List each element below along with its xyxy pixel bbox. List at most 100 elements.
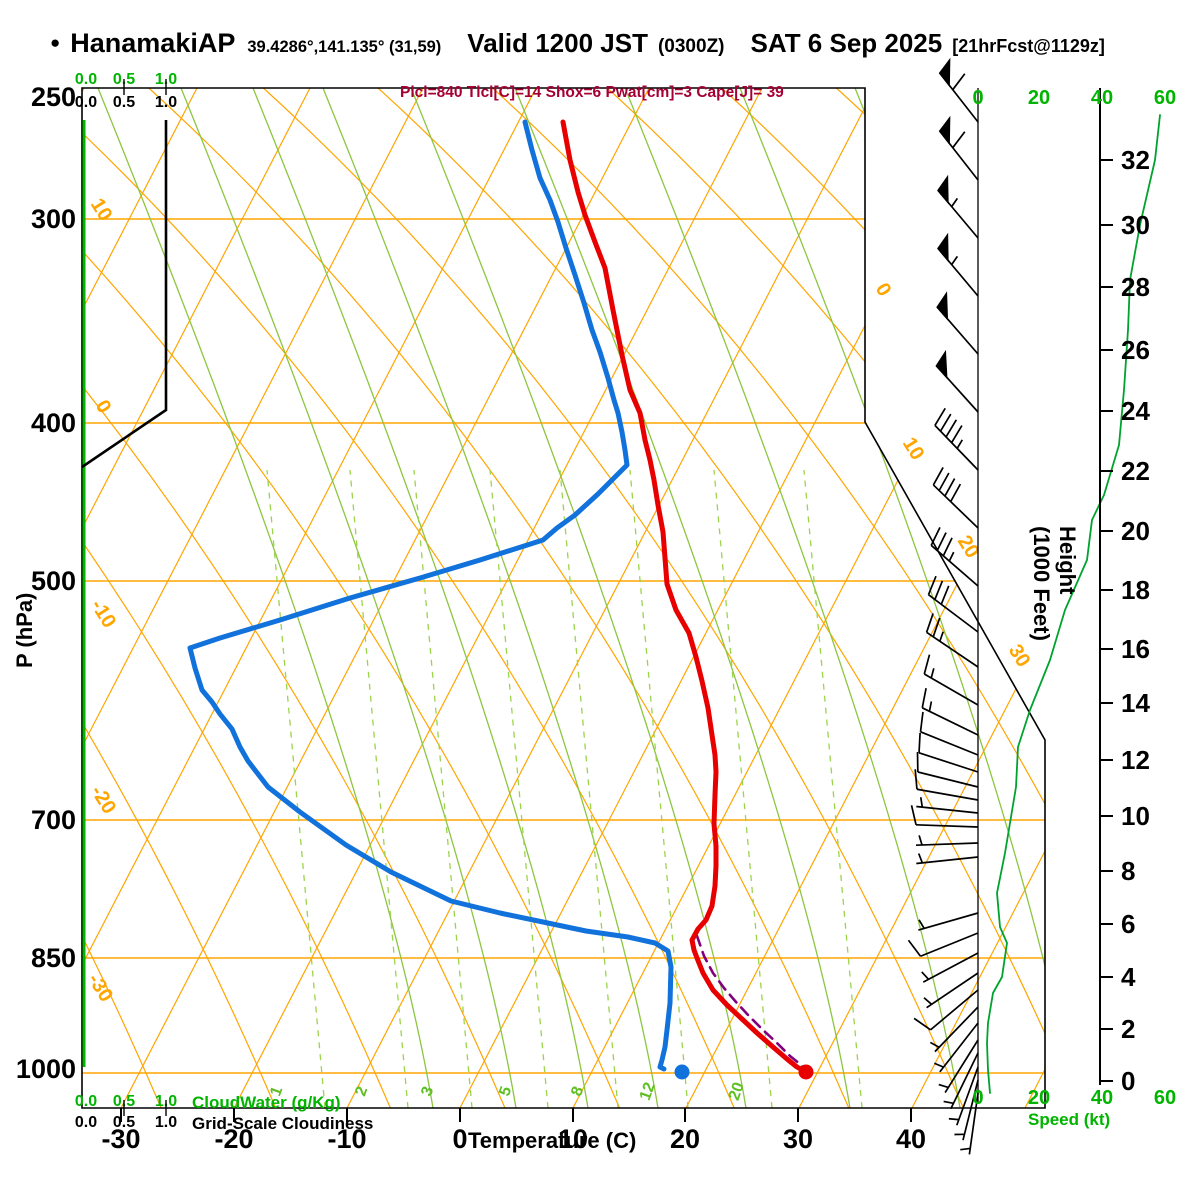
wind-barb — [916, 853, 979, 865]
height-tick-label: 10 — [1121, 801, 1150, 831]
plot-boundary — [81, 87, 1046, 1109]
wind-barb — [938, 115, 979, 181]
temperature-tick-label: -30 — [101, 1124, 140, 1154]
wind-barb — [921, 952, 979, 983]
wind-barb-staff — [918, 752, 979, 773]
wind-barb-half-feather — [918, 919, 925, 929]
height-tick-label: 18 — [1121, 575, 1150, 605]
height-tick-label: 16 — [1121, 634, 1150, 664]
mixing-ratio-line — [266, 469, 326, 1108]
cloudiness-scale-row-value-bottom: 0.0 — [75, 1114, 97, 1131]
wind-barb — [923, 972, 979, 1009]
wind-barb-staff — [923, 673, 979, 706]
wind-barb-full-feather — [939, 413, 952, 432]
mixing-ratio-line — [713, 469, 773, 1108]
wind-barb-half-feather — [919, 797, 924, 808]
cloudiness-scale-label: Grid-Scale Cloudiness — [192, 1114, 374, 1133]
wind-barb — [916, 835, 979, 847]
wind-barb-half-feather — [918, 835, 923, 846]
cloudwater-scale-row: 0.00.00.50.51.01.0 — [75, 71, 177, 1110]
isotherm-value-label: -20 — [86, 782, 120, 818]
wind-barb-staff — [918, 912, 979, 931]
height-tick-label: 32 — [1121, 145, 1150, 175]
isotherm-line — [346, 88, 876, 1108]
wind-barb-half-feather — [917, 853, 924, 864]
wind-barb-full-feather — [940, 585, 950, 605]
isotherm-line — [82, 88, 311, 1108]
wind-barb-half-feather — [928, 701, 933, 712]
mixing-ratio-value-label: 12 — [637, 1080, 659, 1103]
moist-adiabat-line — [97, 88, 434, 1108]
wind-barb-staff — [917, 771, 979, 788]
wind-barb — [932, 467, 979, 529]
wind-barb-staff — [939, 1022, 979, 1073]
dry-adiabat-line — [492, 88, 1045, 1108]
height-tick-label: 22 — [1121, 456, 1150, 486]
isotherm-value-label: 0 — [871, 279, 896, 300]
dry-adiabat-line — [262, 88, 964, 1108]
isotherm-line — [572, 88, 1045, 1108]
cloudiness-scale-row-value-top: 1.0 — [155, 94, 177, 111]
wind-barb-full-feather — [913, 1017, 931, 1031]
wind-barb — [933, 1022, 979, 1073]
pressure-axis-group: 250 300 400 500 700 850 1000 — [16, 82, 76, 1084]
cloudiness-profile-line — [81, 120, 168, 469]
wind-barbs-group — [907, 57, 979, 1155]
speed-tick-label-bottom: 0 — [972, 1087, 983, 1109]
wind-barb — [927, 575, 979, 633]
mixing-ratio-line — [803, 469, 863, 1108]
wind-barb-half-feather — [950, 197, 959, 208]
height-tick-label: 30 — [1121, 210, 1150, 240]
wind-barb-half-feather — [930, 668, 935, 679]
wind-barb-half-feather — [923, 997, 933, 1005]
valid-time-utc: (0300Z) — [657, 36, 725, 57]
cloudiness-scale-row: 0.0 0.0 0.5 0.5 1.0 1.0 — [75, 94, 177, 1131]
temperature-curve — [560, 119, 809, 1075]
valid-date: SAT 6 Sep 2025 — [750, 28, 943, 58]
parcel-path-curve — [695, 934, 808, 1074]
wind-barb-staff — [930, 544, 979, 587]
surface-dewpoint-dot — [674, 1064, 690, 1080]
wind-barb-staff — [944, 1039, 979, 1094]
temperature-tick-label: 10 — [558, 1124, 588, 1154]
wind-barb-pennant — [936, 291, 949, 321]
isotherm-value-label: 20 — [953, 532, 983, 563]
moist-adiabat-line — [180, 88, 517, 1108]
mixing-ratio-value-label: 20 — [726, 1080, 748, 1103]
wind-barb-half-feather — [950, 255, 959, 266]
temperature-tick-label: 40 — [896, 1124, 926, 1154]
pressure-axis-label: P (hPa) — [12, 592, 37, 668]
cloudwater-scale-row-value-top: 0.0 — [75, 71, 97, 88]
height-axis-label: Height (1000 Feet) — [1029, 526, 1080, 641]
wind-barb-staff — [934, 424, 979, 471]
isotherm-line — [685, 88, 1045, 1108]
wind-barb-staff — [929, 989, 979, 1031]
wind-barb-staff — [916, 842, 979, 847]
dry-adiabat-line — [148, 88, 850, 1108]
temperature-tick-label: 30 — [783, 1124, 813, 1154]
isotherm-line — [120, 88, 650, 1108]
height-tick-label: 28 — [1121, 272, 1150, 302]
wind-barb-full-feather — [910, 805, 917, 826]
station-bullet-icon: ● — [50, 33, 61, 52]
dry-adiabat-line — [82, 88, 735, 1108]
temperature-tick-label: 0 — [452, 1124, 467, 1154]
moist-adiabat-line — [739, 88, 1045, 1108]
wind-barb-full-feather — [949, 483, 962, 503]
speed-tick-label-top: 20 — [1028, 87, 1050, 109]
wind-barb-staff — [955, 1066, 979, 1126]
dry-adiabat-line — [82, 88, 277, 1108]
wind-barb-staff — [916, 856, 979, 865]
pressure-tick-label: 300 — [31, 204, 76, 234]
wind-barb — [923, 654, 979, 706]
isotherm-line — [233, 88, 763, 1108]
wind-barb-staff — [916, 823, 979, 828]
wind-barb — [916, 751, 979, 788]
wind-barb — [948, 1066, 979, 1126]
wind-barb-staff — [920, 932, 979, 958]
wind-barb — [934, 407, 979, 471]
wind-barb — [960, 1092, 979, 1155]
